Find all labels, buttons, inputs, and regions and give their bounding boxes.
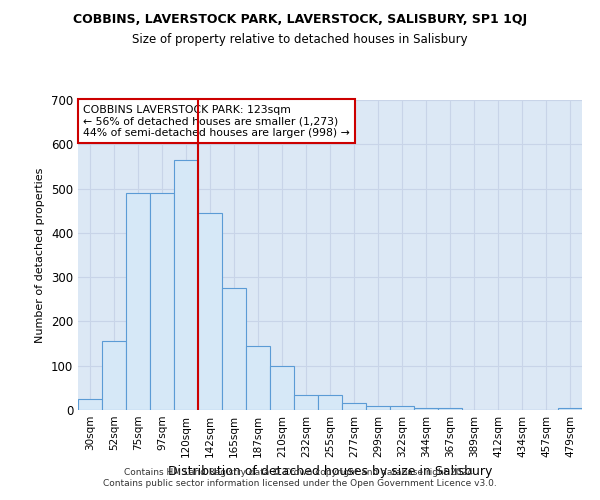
Text: Size of property relative to detached houses in Salisbury: Size of property relative to detached ho… [132, 32, 468, 46]
Bar [438, 408, 462, 410]
X-axis label: Distribution of detached houses by size in Salisbury: Distribution of detached houses by size … [168, 466, 492, 478]
Bar [390, 406, 414, 410]
Bar [150, 193, 174, 410]
Bar [318, 394, 342, 410]
Bar [78, 399, 102, 410]
Y-axis label: Number of detached properties: Number of detached properties [35, 168, 46, 342]
Bar [366, 406, 390, 410]
Text: Contains HM Land Registry data © Crown copyright and database right 2024.
Contai: Contains HM Land Registry data © Crown c… [103, 468, 497, 487]
Bar [558, 408, 582, 410]
Bar [174, 160, 198, 410]
Bar [126, 193, 150, 410]
Bar [342, 404, 366, 410]
Bar [198, 213, 222, 410]
Text: COBBINS LAVERSTOCK PARK: 123sqm
← 56% of detached houses are smaller (1,273)
44%: COBBINS LAVERSTOCK PARK: 123sqm ← 56% of… [83, 104, 350, 138]
Bar [414, 408, 438, 410]
Bar [246, 346, 270, 410]
Bar [294, 394, 318, 410]
Bar [222, 288, 246, 410]
Bar [270, 366, 294, 410]
Bar [102, 342, 126, 410]
Text: COBBINS, LAVERSTOCK PARK, LAVERSTOCK, SALISBURY, SP1 1QJ: COBBINS, LAVERSTOCK PARK, LAVERSTOCK, SA… [73, 12, 527, 26]
